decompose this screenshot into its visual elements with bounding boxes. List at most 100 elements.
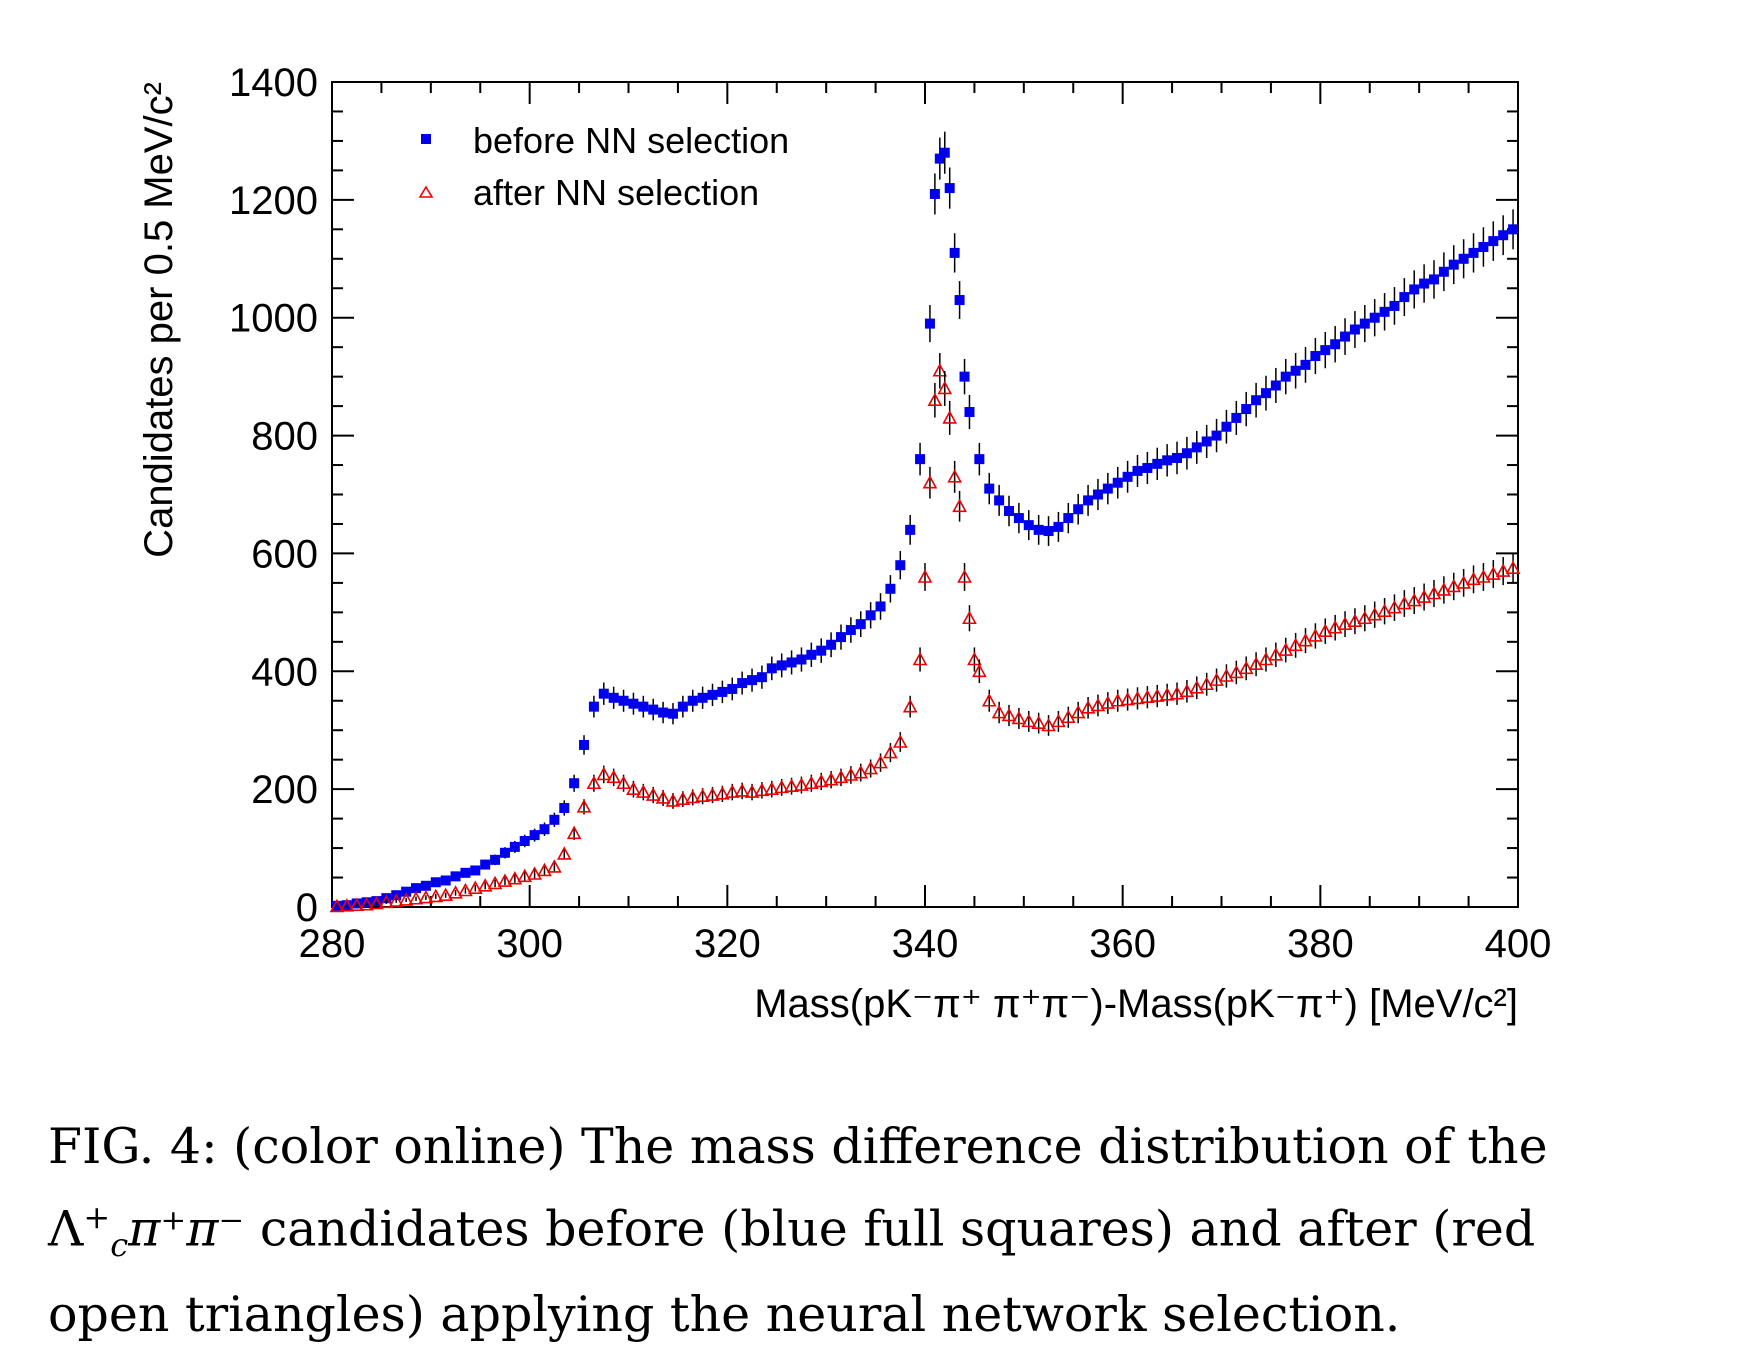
data-point [499,847,510,858]
data-point [598,688,609,699]
data-point [1063,513,1074,524]
data-point [974,454,985,465]
data-point [1073,504,1084,515]
data-point [1416,589,1432,603]
data-point [596,766,612,781]
y-tick-label: 1000 [229,297,318,341]
data-point [1100,695,1116,709]
data-point [685,789,701,804]
data-point [1021,713,1037,728]
data-point [509,841,520,852]
data-point [1231,412,1242,423]
data-point [1033,524,1044,535]
caption-pions: π⁺π⁻ [128,1200,245,1258]
data-point [1298,632,1313,647]
data-point [1288,637,1303,652]
data-point [1389,300,1400,311]
y-tick-label: 1400 [229,61,318,105]
data-point [675,791,691,805]
data-point [687,695,698,706]
data-point [1458,253,1469,264]
data-point [875,601,886,612]
data-point [448,885,463,899]
data-point [929,188,940,199]
data-point [774,779,790,794]
data-point [418,889,434,904]
legend-marker-after-nn [418,185,434,198]
data-point [1060,709,1076,724]
data-point [1320,345,1331,356]
data-point [450,871,461,882]
data-point [1159,687,1175,701]
data-point [1011,710,1027,725]
data-point [1090,697,1106,712]
data-point [737,678,748,689]
data-point [480,859,491,870]
data-point [569,778,580,789]
data-point [1367,607,1383,621]
data-point [566,825,582,840]
data-point [1330,339,1341,350]
data-point [734,783,750,797]
data-point [927,392,943,407]
legend: before NN selection after NN selection [418,120,789,213]
y-tick-label: 200 [251,768,318,812]
data-point [939,147,950,158]
data-point [1349,324,1360,335]
data-point [648,704,659,715]
data-point [658,707,669,718]
data-point [616,775,631,790]
data-point [1300,359,1311,370]
data-point [873,754,888,769]
data-point [1191,442,1202,453]
data-point [747,675,758,686]
data-point [477,878,493,892]
data-point [957,569,972,583]
data-point [559,803,570,813]
data-point [608,692,619,703]
data-point [606,769,622,784]
data-point [388,893,404,907]
caption-line-2-text: candidates before (blue full squares) an… [244,1200,1536,1258]
data-point [361,897,372,908]
data-point [349,897,365,912]
data-point [371,896,382,907]
data-point [1201,436,1212,447]
data-point [717,686,728,697]
data-point [655,790,671,804]
x-tick-label: 400 [1485,922,1552,966]
data-point [1209,672,1224,686]
data-point [586,775,602,790]
caption-lambda-charge: + [83,1198,111,1236]
data-point [1476,569,1491,583]
data-point [329,898,345,913]
data-point [959,371,970,382]
y-tick-label: 0 [296,886,318,930]
data-point [981,693,997,707]
data-point [937,380,953,395]
data-point [1241,404,1252,415]
data-point [618,695,629,706]
data-point [576,799,592,813]
data-point [744,784,760,798]
data-point [1031,715,1047,729]
data-point [519,836,530,846]
data-point [954,295,965,306]
data-point [1419,278,1430,289]
data-point [806,649,817,660]
data-point [915,454,926,465]
data-point [697,692,708,703]
data-point [1359,318,1370,329]
data-point [1041,717,1056,732]
data-point [408,891,424,905]
data-point [1219,668,1234,682]
data-point [467,880,483,894]
data-point [994,495,1005,506]
data-point [635,784,651,798]
data-point [1080,700,1096,714]
data-point [549,814,560,825]
data-point [816,645,827,656]
data-point [1070,704,1086,719]
data-point [964,407,975,417]
data-point [537,862,552,877]
